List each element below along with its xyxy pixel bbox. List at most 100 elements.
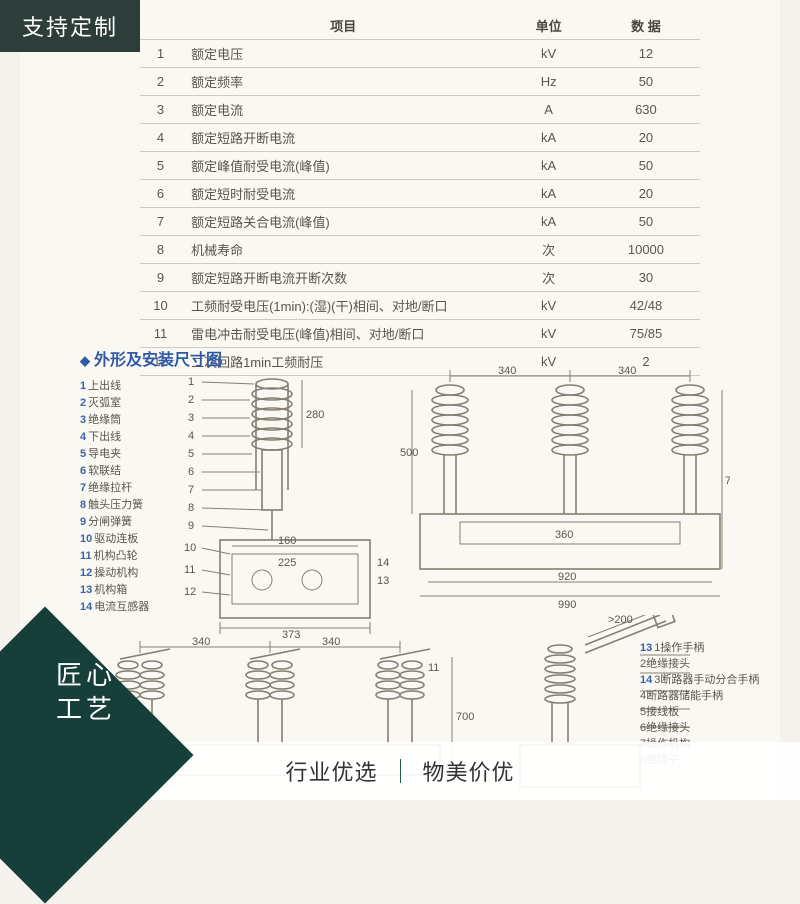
cell-val: 42/48	[592, 292, 700, 320]
dim-box-top: 160	[278, 535, 296, 547]
cell-item: 额定频率	[181, 68, 505, 96]
cell-item: 机械寿命	[181, 236, 505, 264]
diamond-text: 匠心 工艺	[16, 658, 156, 726]
col-header-unit: 单位	[505, 12, 591, 40]
parts-list-item: 131操作手柄	[640, 640, 759, 656]
parts-list-item: 8触头压力簧	[80, 497, 149, 514]
cell-no: 8	[140, 236, 181, 264]
cell-no: 1	[140, 40, 181, 68]
parts-list-item: 6软联结	[80, 463, 149, 480]
cell-unit: kV	[505, 40, 591, 68]
cell-unit: kV	[505, 320, 591, 348]
cell-no: 5	[140, 152, 181, 180]
cell-unit: Hz	[505, 68, 591, 96]
svg-text:6: 6	[188, 466, 194, 478]
cell-unit: 次	[505, 236, 591, 264]
cell-item: 额定电压	[181, 40, 505, 68]
cell-unit: 次	[505, 264, 591, 292]
cell-item: 雷电冲击耐受电压(峰值)相间、对地/断口	[181, 320, 505, 348]
dim-base-inner: 360	[555, 529, 573, 541]
parts-list-left: 1上出线2灭弧室3绝缘筒4下出线5导电夹6软联结7绝缘拉杆8触头压力簧9分闸弹簧…	[80, 378, 149, 616]
parts-list-item: 13机构箱	[80, 582, 149, 599]
cell-item: 工频耐受电压(1min):(湿)(干)相间、对地/断口	[181, 292, 505, 320]
parts-list-item: 5导电夹	[80, 446, 149, 463]
cell-val: 10000	[592, 236, 700, 264]
diamond-line2: 工艺	[56, 694, 116, 724]
dim-box-mid: 225	[278, 557, 296, 569]
parts-list-item: 4下出线	[80, 429, 149, 446]
cell-item: 额定短路开断电流	[181, 124, 505, 152]
svg-text:8: 8	[188, 502, 194, 514]
table-row: 3额定电流A630	[140, 96, 700, 124]
table-row: 7额定短路关合电流(峰值)kA50	[140, 208, 700, 236]
spec-table: 项目 单位 数 据 1额定电压kV122额定频率Hz503额定电流A6304额定…	[140, 12, 700, 376]
cell-val: 12	[592, 40, 700, 68]
dim-inner-h: 500	[400, 447, 418, 459]
parts-list-item: 9分闸弹簧	[80, 514, 149, 531]
dim4-reach: >200	[608, 615, 633, 626]
cell-val: 20	[592, 124, 700, 152]
cell-item: 额定峰值耐受电流(峰值)	[181, 152, 505, 180]
cell-val: 50	[592, 208, 700, 236]
cell-no: 4	[140, 124, 181, 152]
cell-no: 10	[140, 292, 181, 320]
dim-pitch-r: 340	[618, 365, 636, 377]
cell-val: 630	[592, 96, 700, 124]
cell-val: 30	[592, 264, 700, 292]
table-row: 1额定电压kV12	[140, 40, 700, 68]
parts-list-item: 6绝缘接头	[640, 720, 759, 736]
cell-val: 75/85	[592, 320, 700, 348]
svg-text:3: 3	[188, 412, 194, 424]
svg-text:2: 2	[188, 394, 194, 406]
table-row: 2额定频率Hz50	[140, 68, 700, 96]
bottom-text-right: 物美价优	[423, 755, 515, 787]
cell-unit: kA	[505, 152, 591, 180]
parts-list-item: 143断路器手动分合手柄	[640, 672, 759, 688]
svg-text:1: 1	[188, 376, 194, 388]
parts-list-item: 7绝缘拉杆	[80, 480, 149, 497]
badge-top-left: 支持定制	[0, 0, 140, 52]
table-header-row: 项目 单位 数 据	[140, 12, 700, 40]
parts-list-item: 2绝缘接头	[640, 656, 759, 672]
cell-unit: kV	[505, 292, 591, 320]
dim-side-h: 13	[377, 575, 389, 587]
dim3-height: 700	[456, 711, 474, 723]
cell-no: 7	[140, 208, 181, 236]
table-row: 11雷电冲击耐受电压(峰值)相间、对地/断口kV75/85	[140, 320, 700, 348]
svg-text:10: 10	[184, 542, 196, 554]
dim-pitch-l: 340	[498, 365, 516, 377]
parts-list-item: 12操动机构	[80, 565, 149, 582]
table-row: 5额定峰值耐受电流(峰值)kA50	[140, 152, 700, 180]
cell-item: 额定短时耐受电流	[181, 180, 505, 208]
parts-list-item: 14电流互感器	[80, 599, 149, 616]
table-row: 6额定短时耐受电流kA20	[140, 180, 700, 208]
cell-no: 11	[140, 320, 181, 348]
bottom-separator	[400, 759, 401, 783]
parts-list-item: 1上出线	[80, 378, 149, 395]
dim3-pitch-r: 340	[322, 636, 340, 648]
parts-list-item: 2灭弧室	[80, 395, 149, 412]
diamond-line1: 匠心	[56, 660, 116, 690]
svg-text:9: 9	[188, 520, 194, 532]
dim-height: 700	[725, 475, 730, 487]
cell-no: 9	[140, 264, 181, 292]
dim3-lead: 11	[428, 662, 439, 674]
cell-val: 20	[592, 180, 700, 208]
section-heading: 外形及安装尺寸图	[80, 346, 222, 370]
dim-base-outer: 990	[558, 599, 576, 611]
cell-item: 额定电流	[181, 96, 505, 124]
parts-list-item: 3绝缘筒	[80, 412, 149, 429]
cell-unit: kA	[505, 124, 591, 152]
cell-val: 50	[592, 152, 700, 180]
cell-unit: kA	[505, 180, 591, 208]
table-row: 8机械寿命次10000	[140, 236, 700, 264]
cell-unit: kA	[505, 208, 591, 236]
col-header-val: 数 据	[592, 12, 700, 40]
table-row: 9额定短路开断电流开断次数次30	[140, 264, 700, 292]
svg-text:4: 4	[188, 430, 194, 442]
cell-no: 3	[140, 96, 181, 124]
cell-item: 额定短路关合电流(峰值)	[181, 208, 505, 236]
dim3-pitch-l: 340	[192, 636, 210, 648]
parts-list-item: 5接线板	[640, 704, 759, 720]
svg-text:7: 7	[188, 484, 194, 496]
